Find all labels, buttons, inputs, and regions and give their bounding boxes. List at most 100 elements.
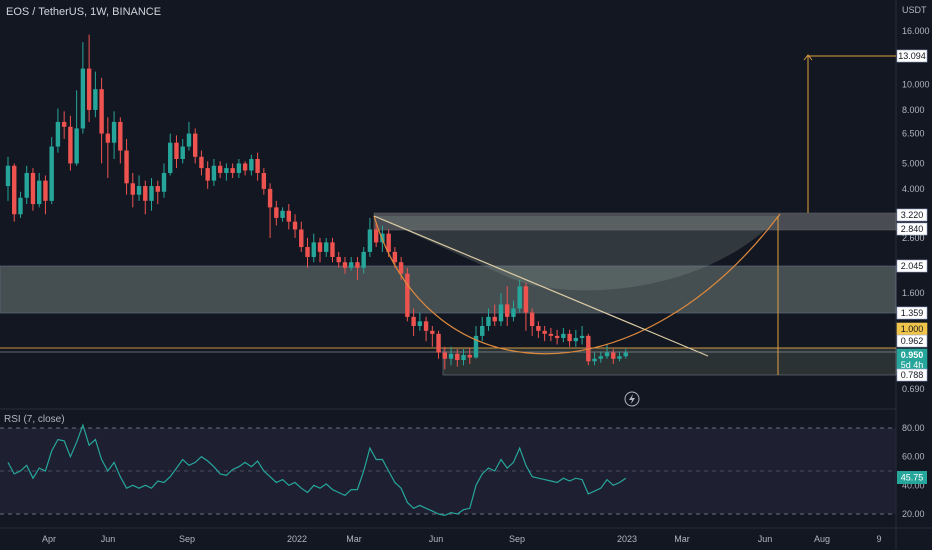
candle[interactable] <box>492 304 497 326</box>
candle[interactable] <box>24 165 29 205</box>
candle[interactable] <box>174 135 179 169</box>
candle[interactable] <box>261 168 267 195</box>
candle[interactable] <box>143 180 148 215</box>
candle[interactable] <box>86 34 92 122</box>
candle[interactable] <box>349 256 354 271</box>
price-tag[interactable]: 2.045 <box>896 259 928 273</box>
candle[interactable] <box>561 327 566 343</box>
candle[interactable] <box>93 71 98 118</box>
candle[interactable] <box>473 325 479 359</box>
candle[interactable] <box>180 138 185 164</box>
candle[interactable] <box>436 330 441 359</box>
price-tag[interactable]: 0.788 <box>896 368 928 382</box>
candle[interactable] <box>317 237 323 263</box>
candle[interactable] <box>118 117 123 164</box>
candle[interactable] <box>217 161 223 179</box>
candle[interactable] <box>292 214 298 238</box>
candle[interactable] <box>330 237 335 263</box>
resistance-zone-upper[interactable] <box>373 212 897 231</box>
candle[interactable] <box>623 349 628 359</box>
candle[interactable] <box>455 349 460 367</box>
candle[interactable] <box>224 163 229 181</box>
candle[interactable] <box>299 221 304 252</box>
candle[interactable] <box>274 200 279 226</box>
candle[interactable] <box>573 329 579 347</box>
candle[interactable] <box>367 217 373 257</box>
candle[interactable] <box>286 204 291 230</box>
candle[interactable] <box>542 325 547 342</box>
candle[interactable] <box>548 327 554 342</box>
price-tag[interactable]: 2.840 <box>896 222 928 236</box>
candle[interactable] <box>423 316 429 342</box>
descending-trendline[interactable] <box>373 215 709 357</box>
candle[interactable] <box>105 117 111 179</box>
rsi-line[interactable] <box>7 423 627 517</box>
candle[interactable] <box>124 138 129 195</box>
candle[interactable] <box>461 349 466 366</box>
price-tag[interactable]: 3.220 <box>896 208 928 222</box>
candle[interactable] <box>611 349 616 364</box>
candle[interactable] <box>199 150 204 176</box>
candle[interactable] <box>411 308 416 336</box>
candle[interactable] <box>61 111 67 139</box>
candle[interactable] <box>430 325 435 347</box>
candle[interactable] <box>448 346 454 366</box>
lightning-icon[interactable] <box>624 391 640 407</box>
price-tag[interactable]: 1.359 <box>896 306 928 320</box>
candle[interactable] <box>161 163 167 198</box>
candle[interactable] <box>99 77 104 164</box>
candle[interactable] <box>324 237 329 257</box>
candle[interactable] <box>255 152 260 181</box>
candle[interactable] <box>604 344 610 359</box>
candle[interactable] <box>130 172 135 208</box>
candle[interactable] <box>442 346 447 370</box>
candle[interactable] <box>230 163 235 179</box>
price-tag[interactable]: 13.094 <box>896 49 928 63</box>
candle[interactable] <box>205 161 210 189</box>
candle[interactable] <box>37 172 42 208</box>
candle[interactable] <box>554 329 560 345</box>
candle[interactable] <box>155 180 160 205</box>
candle[interactable] <box>505 286 510 326</box>
candle[interactable] <box>136 175 142 201</box>
candle[interactable] <box>311 233 316 263</box>
candle[interactable] <box>529 308 535 336</box>
candle[interactable] <box>68 115 73 171</box>
candle[interactable] <box>486 308 491 331</box>
candle[interactable] <box>168 133 173 176</box>
candle[interactable] <box>536 321 541 338</box>
candle[interactable] <box>617 351 622 362</box>
candle[interactable] <box>30 168 36 211</box>
candle[interactable] <box>511 300 516 322</box>
candle[interactable] <box>249 154 254 176</box>
candle[interactable] <box>405 267 410 322</box>
candle[interactable] <box>523 283 529 331</box>
candle[interactable] <box>598 351 603 363</box>
candle[interactable] <box>592 352 597 366</box>
candle[interactable] <box>355 256 360 280</box>
candle[interactable] <box>186 121 192 151</box>
candle[interactable] <box>242 161 248 176</box>
candle[interactable] <box>579 325 585 345</box>
candle[interactable] <box>467 347 472 364</box>
candle[interactable] <box>336 251 341 268</box>
candle[interactable] <box>49 137 54 205</box>
candle[interactable] <box>80 42 86 134</box>
candle[interactable] <box>193 128 198 164</box>
candle[interactable] <box>373 221 379 248</box>
price-tag[interactable]: 0.962 <box>896 334 928 348</box>
candle[interactable] <box>498 293 504 326</box>
candle[interactable] <box>342 256 348 274</box>
candle[interactable] <box>361 247 366 274</box>
candle[interactable] <box>480 316 485 342</box>
price-tag[interactable]: 1.000 <box>896 322 928 336</box>
cup-pattern-curve[interactable] <box>373 213 781 355</box>
candle[interactable] <box>517 279 522 313</box>
candle[interactable] <box>55 108 61 153</box>
candle[interactable] <box>417 312 423 331</box>
candle[interactable] <box>236 158 242 179</box>
candle[interactable] <box>111 111 117 159</box>
resistance-zone-middle[interactable] <box>0 265 897 314</box>
